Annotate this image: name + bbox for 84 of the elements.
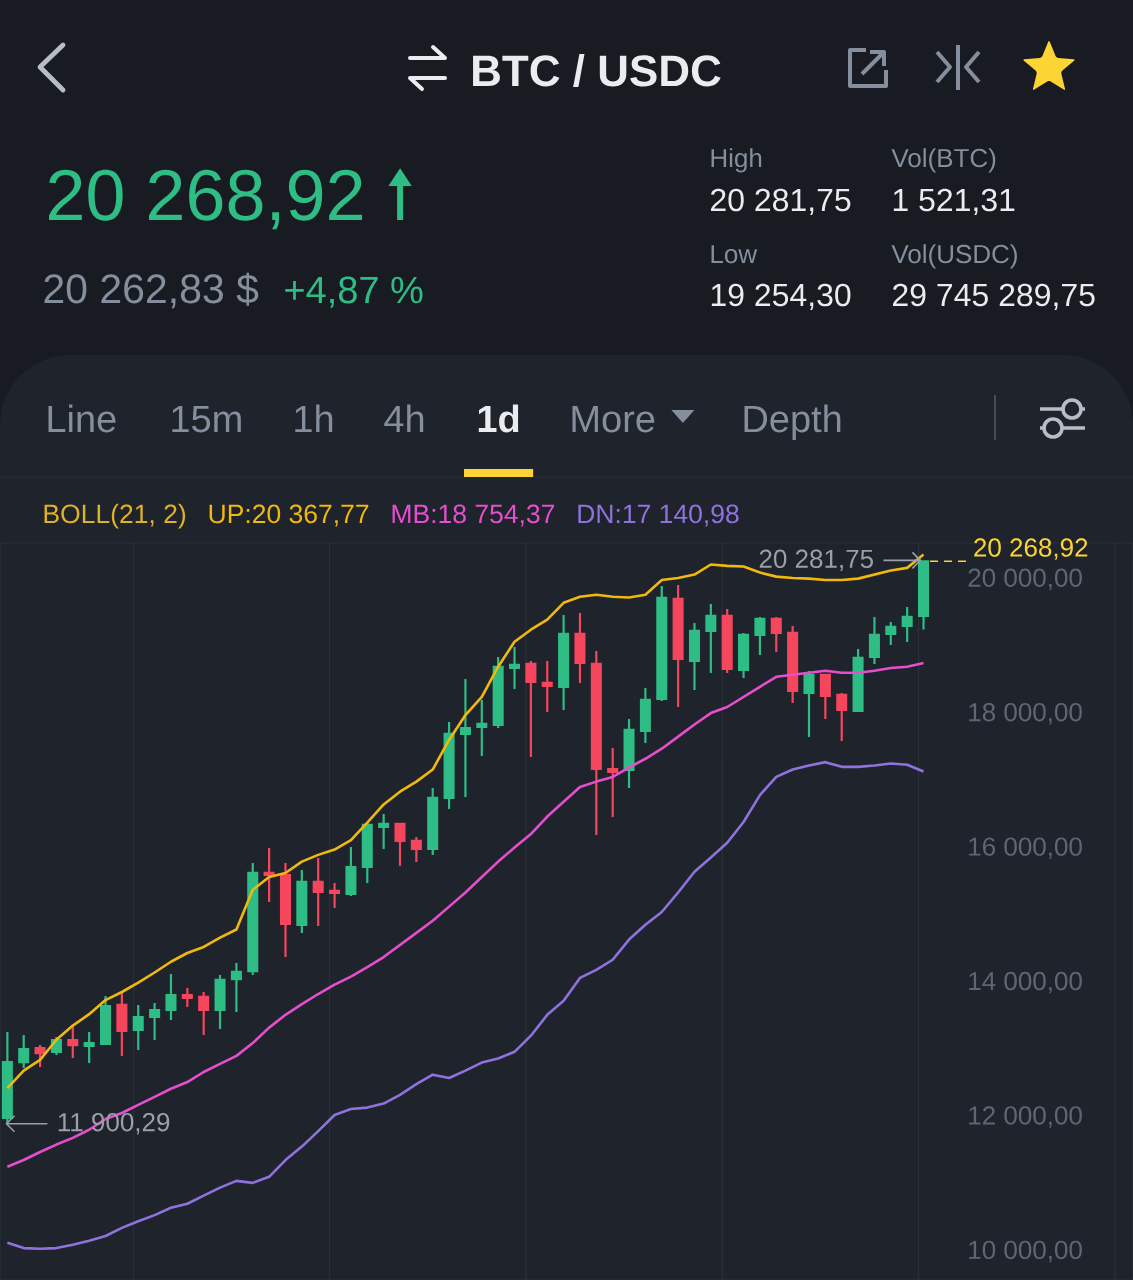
text: 15m [172,405,241,433]
candlestick [1,1030,13,1125]
candlestick [656,584,668,703]
candlestick [116,991,128,1058]
candlestick [509,645,521,691]
candlestick [819,672,831,721]
text: Low [711,245,758,264]
chart-title: BTC / USDC [473,54,721,87]
candlestick [18,1033,30,1070]
candlestick [623,717,635,790]
candlestick [721,607,733,675]
candlestick [165,972,177,1022]
text: 1d [478,404,519,433]
candlestick [459,677,471,799]
candlestick [770,615,782,654]
candlestick [852,647,864,714]
candlestick [868,615,880,666]
candlestick [918,559,930,631]
line-series [6,760,925,1251]
text: 1h [295,404,333,433]
candlestick [312,856,324,928]
candlestick [672,583,684,709]
candlestick [738,631,750,680]
y-tick-label: 10 000,00 [969,1240,1082,1263]
candlestick [476,698,488,758]
candlestick [688,621,700,692]
candlestick [492,655,504,730]
text: MB:18 754,37 [392,504,555,527]
candlestick [296,868,308,935]
candlestick [427,786,439,857]
candlestick [394,821,406,868]
candlestick [590,649,602,837]
y-tick-label: 16 000,00 [969,837,1082,859]
candlestick [198,990,210,1037]
y-tick-label: 14 000,00 [969,971,1082,994]
candlestick [279,861,291,959]
candlestick [639,686,651,745]
candlestick [410,835,422,864]
text: +4,87 % [285,276,423,308]
candlestick [230,961,242,1014]
candlestick [378,812,390,851]
y-tick-label: 18 000,00 [969,702,1082,725]
candlestick [607,746,619,819]
candlestick [149,1001,161,1042]
legend-title: BOLL(21, 2) [44,503,186,529]
candlestick [885,620,897,647]
text: 20 268,92 [49,169,362,230]
candlestick [705,602,717,675]
text: 20 281,75 [711,188,851,216]
text: High [711,148,762,173]
text: DN:17 140,98 [578,504,739,527]
candlestick [836,691,848,743]
text: 4h [384,404,424,433]
text: Depth [744,404,841,440]
annotation: 20 281,75 [759,549,873,572]
y-tick-label: 20 000,00 [968,568,1082,591]
candlestick [754,615,766,657]
candlestick [525,659,537,759]
candlestick [83,1030,95,1065]
candlestick [787,624,799,705]
candlestick [541,659,553,714]
y-tick-label: 12 000,00 [969,1106,1082,1128]
candlestick [214,973,226,1031]
text: Vol(USDC) [891,244,1017,269]
text: More [572,405,655,433]
candlestick [443,720,455,811]
text: 29 745 289,75 [893,283,1095,311]
candlestick [361,821,373,885]
candlestick [574,611,586,685]
candlestick [329,881,341,910]
candlestick [100,994,112,1047]
text: 1 521,31 [893,188,1015,216]
candlestick [181,986,193,1009]
candlestick [247,861,259,977]
text: 19 254,30 [711,283,851,311]
text: UP:20 367,77 [209,504,369,527]
candlestick [558,613,570,712]
text: Vol(BTC) [891,148,996,173]
candlestick [345,845,357,898]
ref-line-label: 20 268,92 [974,538,1088,560]
candlestick [901,605,913,644]
candlestick [132,1003,144,1052]
text: Line [48,404,116,433]
text: 20 262,83 $ [44,272,259,309]
